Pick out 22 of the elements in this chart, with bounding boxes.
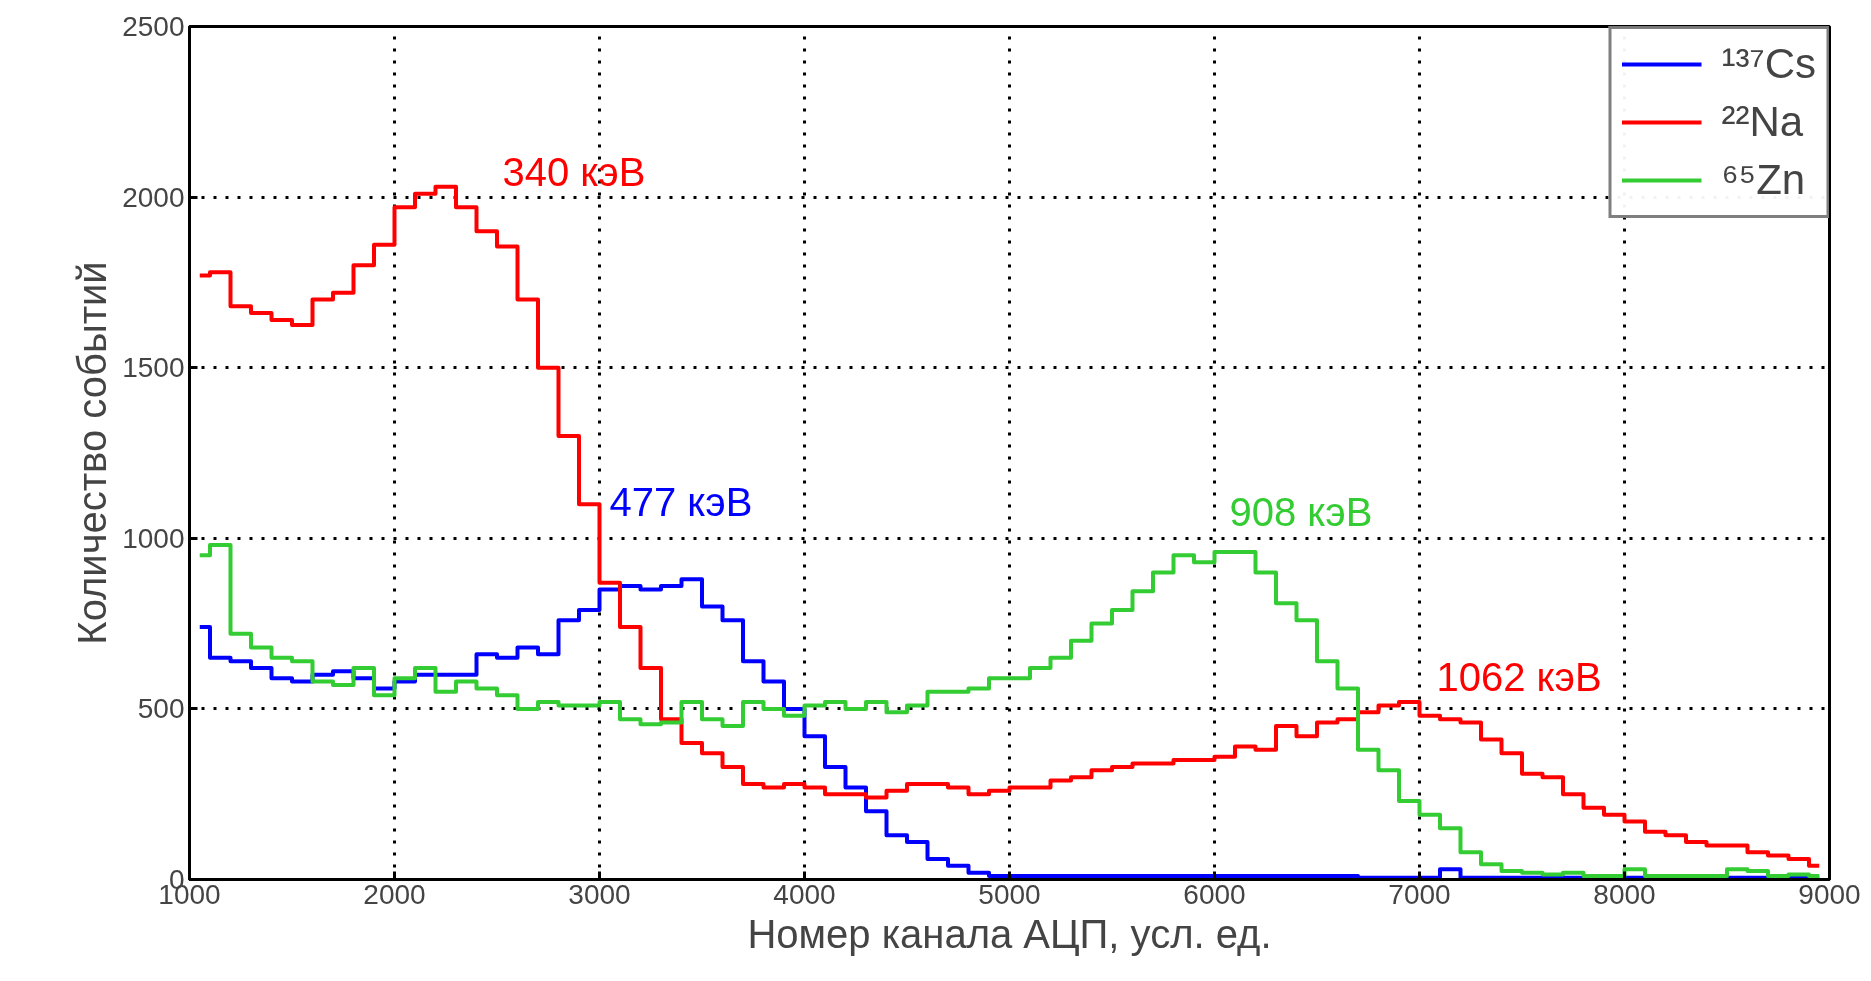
- x-tick-label: 5000: [978, 878, 1041, 910]
- y-tick-label: 2500: [122, 11, 185, 42]
- annotation: 340 кэВ: [502, 149, 646, 194]
- x-tick-label: 9000: [1798, 878, 1861, 910]
- legend-label: ⁶⁵Zn: [1721, 155, 1806, 205]
- y-axis-title: Количество событий: [70, 261, 115, 645]
- x-axis-title: Номер канала АЦП, усл. ед.: [747, 911, 1272, 956]
- annotation: 1062 кэВ: [1436, 654, 1602, 699]
- x-tick-label: 2000: [363, 878, 426, 910]
- x-tick-label: 4000: [773, 878, 836, 910]
- x-tick-label: 8000: [1593, 878, 1656, 910]
- y-tick-label: 2000: [122, 181, 185, 213]
- y-tick-label: 1500: [122, 352, 185, 384]
- x-tick-label: 3000: [568, 878, 631, 910]
- y-tick-label: 500: [137, 693, 185, 725]
- annotation: 477 кэВ: [609, 479, 753, 524]
- legend-label: ²²Na: [1721, 97, 1804, 147]
- x-tick-label: 6000: [1183, 878, 1246, 910]
- legend-label: ¹³⁷Cs: [1721, 39, 1816, 89]
- annotation: 908 кэВ: [1229, 489, 1373, 534]
- x-tick-label: 7000: [1388, 878, 1451, 910]
- y-tick-label: 1000: [122, 522, 185, 554]
